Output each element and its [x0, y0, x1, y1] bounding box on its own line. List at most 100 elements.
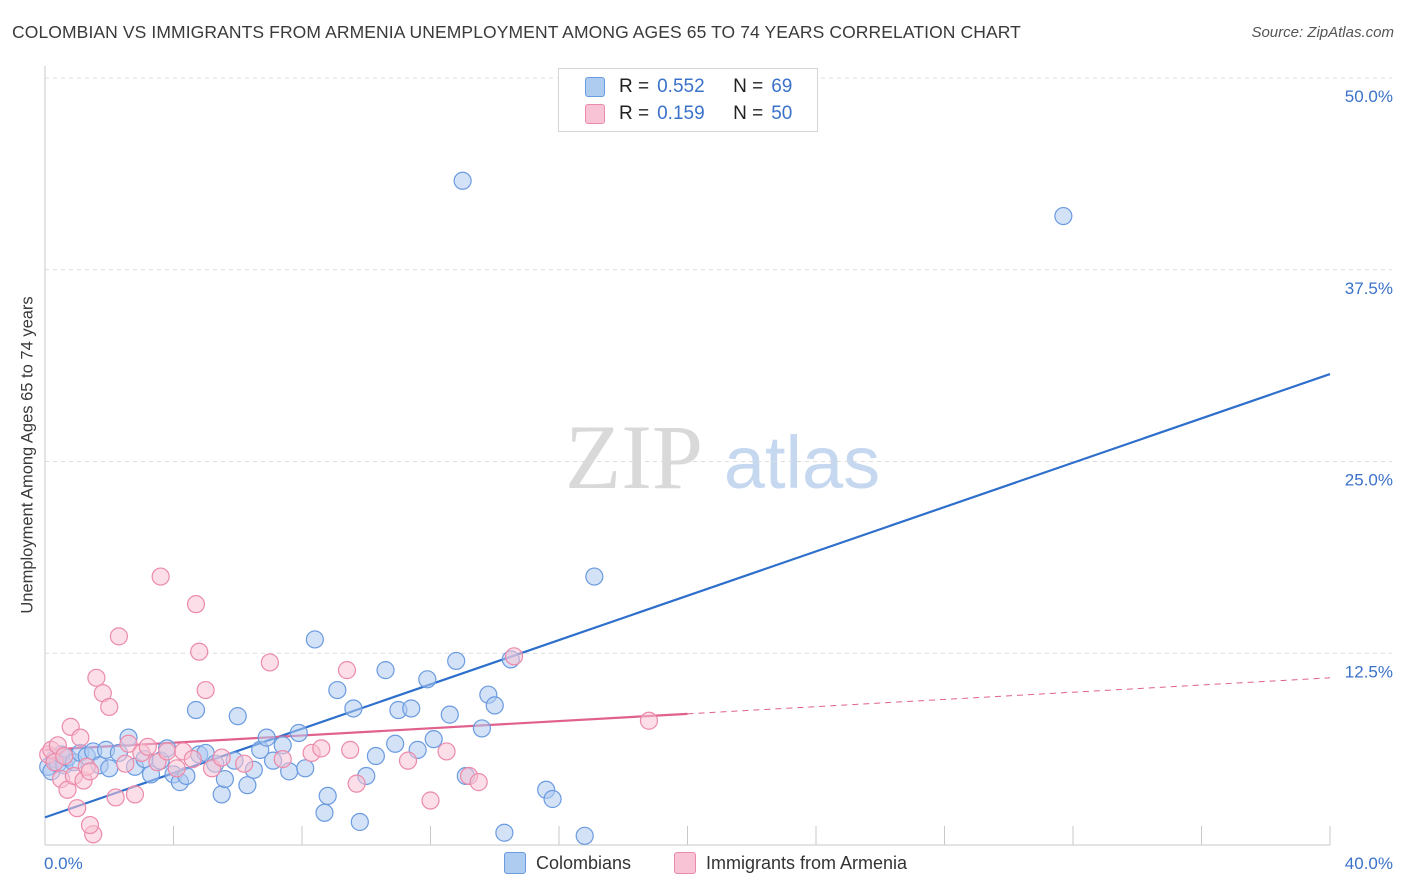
point-armenia — [80, 815, 100, 835]
watermark-zip: ZIP — [565, 406, 703, 508]
point-armenia — [639, 711, 659, 730]
point-colombians — [315, 803, 334, 822]
point-armenia — [55, 746, 74, 766]
point-colombians — [453, 171, 472, 190]
point-colombians — [328, 680, 347, 700]
point-armenia — [186, 595, 206, 614]
y-tick-label: 12.5% — [1345, 662, 1393, 681]
point-colombians — [543, 789, 562, 809]
point-colombians — [305, 630, 324, 649]
point-armenia — [138, 737, 157, 756]
watermark-atlas: atlas — [724, 421, 880, 504]
y-tick-label: 37.5% — [1345, 279, 1393, 298]
tick-labels: 12.5% 25.0% 37.5% 50.0% 0.0% 40.0% — [44, 87, 1393, 873]
point-armenia — [469, 773, 488, 792]
point-armenia — [398, 751, 418, 770]
legend-n-label: N = — [733, 103, 764, 124]
point-armenia — [125, 785, 145, 804]
legend-n-value: 50 — [771, 103, 793, 124]
point-armenia — [119, 734, 138, 753]
point-colombians — [289, 723, 308, 743]
point-colombians — [228, 707, 247, 726]
point-armenia — [196, 680, 215, 700]
x-tick-label: 40.0% — [1345, 854, 1393, 873]
point-armenia — [437, 742, 456, 761]
series-legend: Colombians Immigrants from Armenia — [0, 852, 1406, 876]
point-colombians — [440, 705, 459, 724]
point-colombians — [318, 786, 337, 806]
point-armenia — [167, 759, 186, 778]
point-colombians — [402, 699, 421, 718]
point-armenia — [151, 567, 170, 586]
point-colombians — [212, 785, 231, 804]
point-armenia — [106, 788, 125, 807]
legend-swatch-blue — [585, 77, 605, 97]
legend-swatch-pink — [585, 104, 605, 124]
point-colombians — [366, 746, 385, 766]
legend-r-value: 0.552 — [657, 76, 705, 97]
legend-row-colombians: R = 0.552 N = 69 — [585, 75, 792, 99]
y-tick-label: 25.0% — [1345, 471, 1393, 490]
correlation-legend: R = 0.552 N = 69 R = 0.159 N = 50 — [558, 68, 818, 132]
point-colombians — [418, 670, 437, 689]
legend-item-colombians: Colombians — [504, 852, 631, 874]
point-armenia — [260, 653, 279, 672]
point-armenia — [190, 642, 209, 661]
point-colombians — [585, 567, 604, 586]
legend-label-armenia: Immigrants from Armenia — [706, 852, 908, 873]
point-colombians — [257, 728, 276, 747]
legend-swatch-pink — [674, 852, 696, 874]
legend-item-armenia: Immigrants from Armenia — [674, 852, 907, 874]
legend-row-armenia: R = 0.159 N = 50 — [585, 102, 792, 126]
point-armenia — [273, 749, 292, 769]
legend-label-colombians: Colombians — [536, 852, 632, 873]
axes — [44, 66, 1331, 846]
source-credit: Source: ZipAtlas.com — [1251, 24, 1394, 41]
point-armenia — [212, 748, 231, 767]
point-colombians — [100, 759, 119, 778]
point-armenia — [337, 661, 357, 680]
point-colombians — [215, 769, 234, 789]
point-armenia — [116, 754, 135, 773]
point-colombians — [296, 759, 315, 778]
y-tick-label: 50.0% — [1345, 87, 1393, 106]
point-colombians — [238, 776, 257, 795]
point-colombians — [386, 734, 405, 753]
legend-n-label: N = — [733, 76, 764, 97]
legend-r-value: 0.159 — [657, 103, 705, 124]
point-colombians — [424, 730, 443, 749]
legend-n-value: 69 — [771, 76, 793, 97]
point-colombians — [376, 661, 395, 680]
point-armenia — [100, 697, 119, 717]
data-points — [39, 171, 1073, 845]
point-colombians — [495, 823, 514, 842]
x-tick-label: 0.0% — [44, 854, 83, 873]
point-colombians — [472, 719, 491, 738]
point-armenia — [183, 749, 202, 769]
point-armenia — [504, 647, 524, 666]
point-armenia — [157, 742, 177, 761]
legend-r-label: R = — [619, 76, 650, 97]
point-armenia — [341, 740, 360, 759]
point-colombians — [575, 826, 594, 845]
point-colombians — [186, 700, 206, 720]
legend-r-label: R = — [619, 103, 650, 124]
point-colombians — [447, 651, 466, 671]
point-colombians — [485, 696, 504, 715]
watermark: ZIP atlas — [565, 406, 880, 508]
point-armenia — [347, 774, 366, 793]
point-armenia — [235, 754, 254, 773]
point-armenia — [80, 762, 100, 781]
gridlines — [45, 77, 1392, 654]
point-armenia — [71, 728, 90, 747]
point-armenia — [421, 791, 440, 810]
point-armenia — [68, 799, 87, 818]
point-armenia — [87, 668, 106, 687]
legend-swatch-blue — [504, 852, 526, 874]
point-colombians — [344, 699, 363, 718]
trend-line-armenia-extension — [687, 677, 1331, 715]
chart-title: COLOMBIAN VS IMMIGRANTS FROM ARMENIA UNE… — [12, 22, 1021, 42]
point-armenia — [312, 739, 331, 758]
point-colombians — [1054, 206, 1073, 226]
